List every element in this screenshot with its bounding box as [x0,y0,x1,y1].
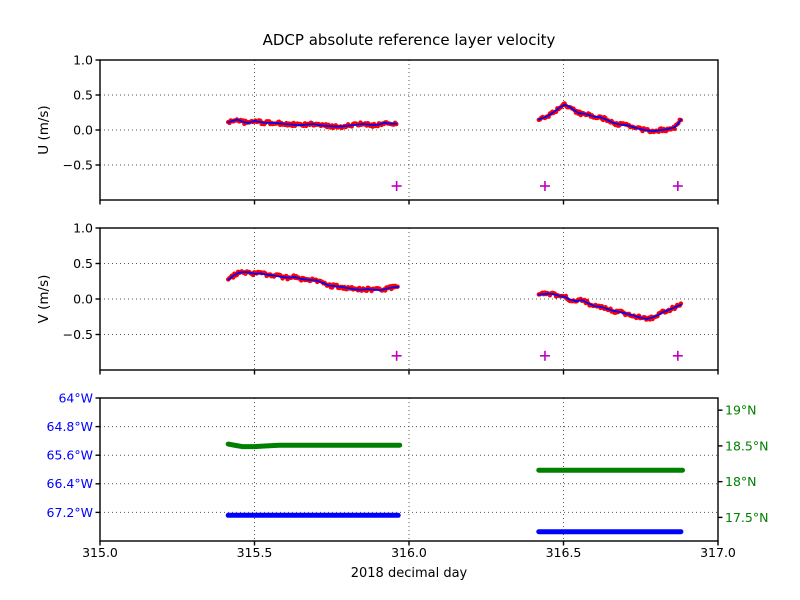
y-tick-label: 64°W [58,390,93,405]
x-tick-label: 315.0 [82,545,118,560]
y-tick-label: 17.5°N [725,510,768,525]
y-tick-label: 19°N [725,403,757,418]
y-tick-label: 0.5 [73,87,93,102]
y-tick-label: 18.5°N [725,438,768,453]
y-tick-label: 0.0 [73,291,93,306]
x-tick-label: 317.0 [700,545,736,560]
v-segment-2-line [537,292,682,320]
x-tick-label: 315.5 [237,545,273,560]
y-tick-label: 65.6°W [47,448,93,463]
y-tick-label: 1.0 [73,52,93,67]
v-axis-label: V (m/s) [36,274,52,324]
y-tick-label: 1.0 [73,220,93,235]
x-tick-label: 316.5 [546,545,582,560]
y-tick-label: 18°N [725,474,757,489]
y-tick-label: 64.8°W [47,419,93,434]
x-axis-label: 2018 decimal day [350,566,468,581]
y-tick-label: 0.5 [73,256,93,271]
latitude-segment-1-line [225,441,403,450]
u-segment-1-line [227,118,398,128]
y-tick-label: 0.0 [73,122,93,137]
u-segment-2-line [537,103,682,133]
figure-title: ADCP absolute reference layer velocity [262,31,556,49]
y-tick-label: −0.5 [63,327,93,342]
x-tick-label: 316.0 [391,545,427,560]
u-axis-label: U (m/s) [36,105,52,155]
y-tick-label: −0.5 [63,157,93,172]
y-tick-label: 67.2°W [47,505,93,520]
v-segment-1-line [227,271,400,292]
y-tick-label: 66.4°W [47,476,93,491]
